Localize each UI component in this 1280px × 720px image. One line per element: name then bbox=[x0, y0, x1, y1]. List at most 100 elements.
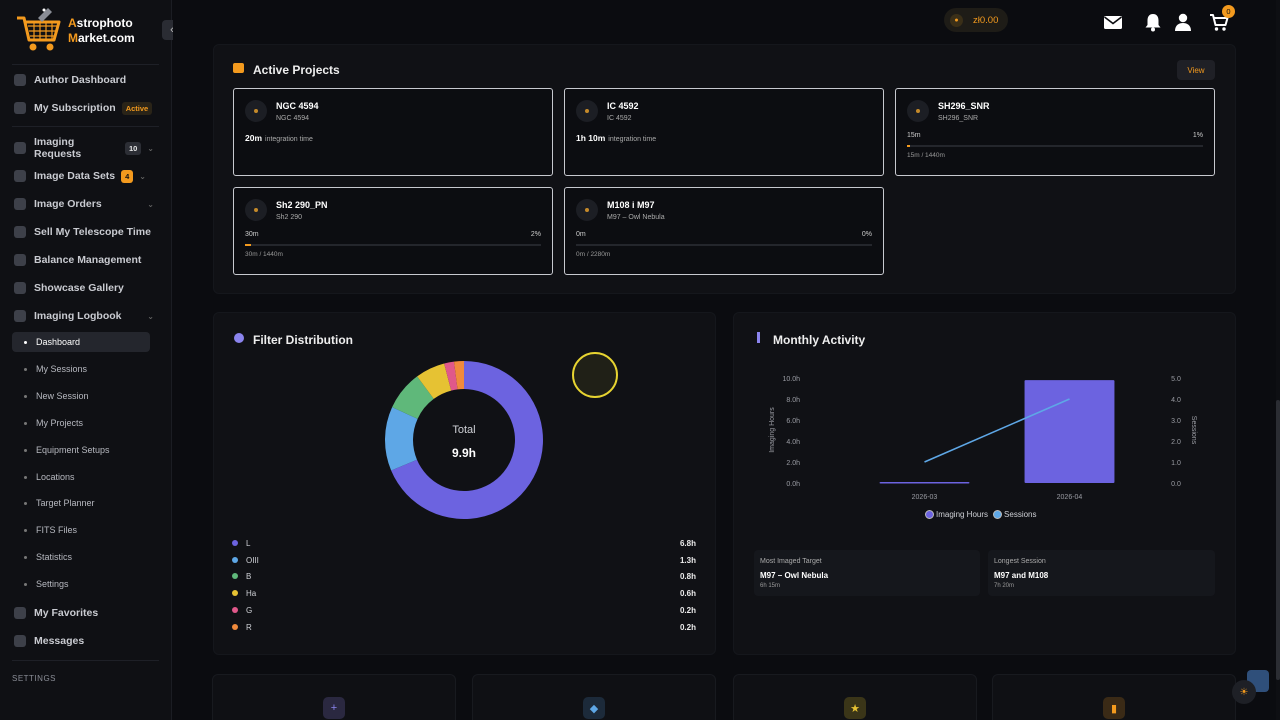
legend-dot bbox=[232, 573, 238, 579]
sidebar-subitem-statistics[interactable]: Statistics bbox=[24, 547, 148, 567]
cart-logo-icon bbox=[17, 8, 61, 51]
sidebar-divider bbox=[12, 126, 159, 127]
donut-slice-l[interactable] bbox=[391, 361, 543, 519]
sidebar-subitem-target-planner[interactable]: Target Planner bbox=[24, 493, 148, 513]
progress-goal: 30m / 1440m bbox=[245, 251, 283, 258]
sidebar-item-sell-telescope-time[interactable]: Sell My Telescope Time bbox=[14, 221, 154, 243]
progress-percent: 1% bbox=[1192, 132, 1203, 139]
cart-count-badge: 0 bbox=[1222, 5, 1235, 18]
y2-tick-label: 1.0 bbox=[1171, 460, 1181, 467]
progress-bar bbox=[907, 145, 1203, 147]
filter-legend-row: OIII 1.3h bbox=[232, 553, 696, 567]
sidebar-item-imaging-requests[interactable]: Imaging Requests 10 ⌄ bbox=[14, 136, 154, 160]
y2-axis-label: Sessions bbox=[1190, 416, 1197, 445]
y-tick-label: 4.0h bbox=[786, 439, 800, 446]
sidebar-item-showcase-gallery[interactable]: Showcase Gallery bbox=[14, 277, 154, 299]
folder-icon bbox=[233, 63, 244, 73]
sidebar-subitem-equipment-setups[interactable]: Equipment Setups bbox=[24, 440, 148, 460]
legend-dot bbox=[232, 557, 238, 563]
filter-donut-chart bbox=[385, 361, 543, 519]
sidebar-subitem-dashboard[interactable]: Dashboard bbox=[12, 332, 150, 352]
donut-slice-ha[interactable] bbox=[417, 363, 452, 399]
sidebar-subitem-my-sessions[interactable]: My Sessions bbox=[24, 359, 148, 379]
sidebar-subitem-fits-files[interactable]: FITS Files bbox=[24, 520, 148, 540]
monthly-activity-title: Monthly Activity bbox=[773, 333, 866, 347]
monthly-activity-chart: 0.0h 2.0h 4.0h 6.0h 8.0h 10.0h 0.0 1.0 2.0 3.0 4.0… bbox=[769, 376, 1197, 501]
chevron-left-icon: ‹ bbox=[170, 24, 174, 36]
progress-percent: 0% bbox=[861, 231, 872, 238]
project-name: Sh2 290_PN bbox=[276, 200, 328, 210]
target-avatar-icon bbox=[245, 100, 267, 122]
x-tick-label: 2026-03 bbox=[912, 494, 938, 501]
sidebar-item-messages[interactable]: Messages bbox=[14, 630, 154, 652]
project-card[interactable]: IC 4592 IC 4592 1h 10m integration time bbox=[564, 88, 884, 176]
sidebar-subitem-settings[interactable]: Settings bbox=[24, 574, 148, 594]
sidebar-section-settings: SETTINGS bbox=[12, 674, 57, 683]
legend-dot bbox=[232, 540, 238, 546]
requests-icon bbox=[14, 142, 26, 154]
project-card[interactable]: SH296_SNR SH296_SNR 15m 1% 15m / 1440m bbox=[895, 88, 1215, 176]
page-scrollbar[interactable] bbox=[1276, 0, 1280, 720]
bar-chart-icon bbox=[757, 332, 760, 343]
progress-percent: 2% bbox=[530, 231, 541, 238]
y-tick-label: 6.0h bbox=[786, 418, 800, 425]
sidebar-item-balance-management[interactable]: Balance Management bbox=[14, 249, 154, 271]
sidebar-item-image-orders[interactable]: Image Orders ⌄ bbox=[14, 193, 154, 215]
most-imaged-target-card: Most Imaged Target M97 – Owl Nebula 6h 1… bbox=[754, 550, 980, 596]
integration-time: 20m integration time bbox=[245, 133, 313, 143]
monthly-activity-panel bbox=[733, 312, 1236, 655]
quick-action-card[interactable]: ★ bbox=[733, 674, 977, 720]
donut-slice-r[interactable] bbox=[453, 361, 464, 390]
donut-total-label: Total bbox=[452, 424, 476, 436]
balance-icon bbox=[14, 254, 26, 266]
chevron-down-icon: ⌄ bbox=[147, 199, 154, 209]
shopping-cart-icon[interactable] bbox=[1209, 12, 1229, 32]
y2-tick-label: 4.0 bbox=[1171, 397, 1181, 404]
sidebar-item-imaging-logbook[interactable]: Imaging Logbook ⌄ bbox=[14, 305, 154, 327]
scrollbar-thumb[interactable] bbox=[1276, 400, 1280, 680]
y-tick-label: 8.0h bbox=[786, 397, 800, 404]
star-icon: ★ bbox=[844, 697, 866, 719]
quick-action-card[interactable]: ◆ bbox=[472, 674, 716, 720]
chart-legend: Imaging Hours Sessions bbox=[925, 510, 1037, 519]
sidebar-item-image-data-sets[interactable]: Image Data Sets 4 ⌄ bbox=[14, 165, 154, 187]
legend-dot bbox=[232, 590, 238, 596]
target-avatar-icon bbox=[576, 199, 598, 221]
progress-bar bbox=[576, 244, 872, 246]
mail-icon[interactable] bbox=[1103, 12, 1123, 32]
view-projects-button[interactable]: View bbox=[1177, 60, 1215, 80]
brand-logo[interactable]: Astrophoto Market.com bbox=[14, 4, 154, 58]
y-tick-label: 10.0h bbox=[782, 376, 800, 383]
sidebar-item-my-subscription[interactable]: My Subscription Active bbox=[14, 97, 154, 119]
theme-toggle-sun-icon[interactable]: ☀ bbox=[1232, 680, 1256, 704]
longest-session-card: Longest Session M97 and M108 7h 20m bbox=[988, 550, 1215, 596]
donut-slice-b[interactable] bbox=[392, 376, 434, 419]
orders-icon bbox=[14, 198, 26, 210]
progress-current: 0m bbox=[576, 231, 586, 238]
sidebar-item-author-dashboard[interactable]: Author Dashboard bbox=[14, 69, 154, 91]
project-card[interactable]: Sh2 290_PN Sh2 290 30m 2% 30m / 1440m bbox=[233, 187, 553, 275]
sidebar-subitem-my-projects[interactable]: My Projects bbox=[24, 413, 148, 433]
project-name: SH296_SNR bbox=[938, 101, 990, 111]
bell-icon[interactable] bbox=[1143, 12, 1163, 32]
wallet-balance[interactable]: ● zł0.00 bbox=[944, 8, 1008, 32]
sidebar-subitem-new-session[interactable]: New Session bbox=[24, 386, 148, 406]
count-badge: 10 bbox=[124, 141, 142, 155]
sidebar-subitem-locations[interactable]: Locations bbox=[24, 467, 148, 487]
project-card[interactable]: NGC 4594 NGC 4594 20m integration time bbox=[233, 88, 553, 176]
project-card[interactable]: M108 i M97 M97 – Owl Nebula 0m 0% 0m / 2… bbox=[564, 187, 884, 275]
bullet-icon bbox=[24, 340, 27, 344]
target-avatar-icon bbox=[907, 100, 929, 122]
user-icon[interactable] bbox=[1173, 12, 1193, 32]
bullet-icon bbox=[24, 528, 27, 532]
sidebar-item-my-favorites[interactable]: My Favorites bbox=[14, 602, 154, 624]
donut-slice-g[interactable] bbox=[444, 361, 458, 391]
bullet-icon bbox=[24, 394, 27, 398]
donut-slice-oiii[interactable] bbox=[385, 407, 418, 471]
donut-total-value: 9.9h bbox=[451, 446, 476, 460]
quick-action-card[interactable]: + bbox=[212, 674, 456, 720]
filter-legend-row: R 0.2h bbox=[232, 620, 696, 634]
plus-icon: + bbox=[323, 697, 345, 719]
quick-action-card[interactable]: ▮ bbox=[992, 674, 1236, 720]
